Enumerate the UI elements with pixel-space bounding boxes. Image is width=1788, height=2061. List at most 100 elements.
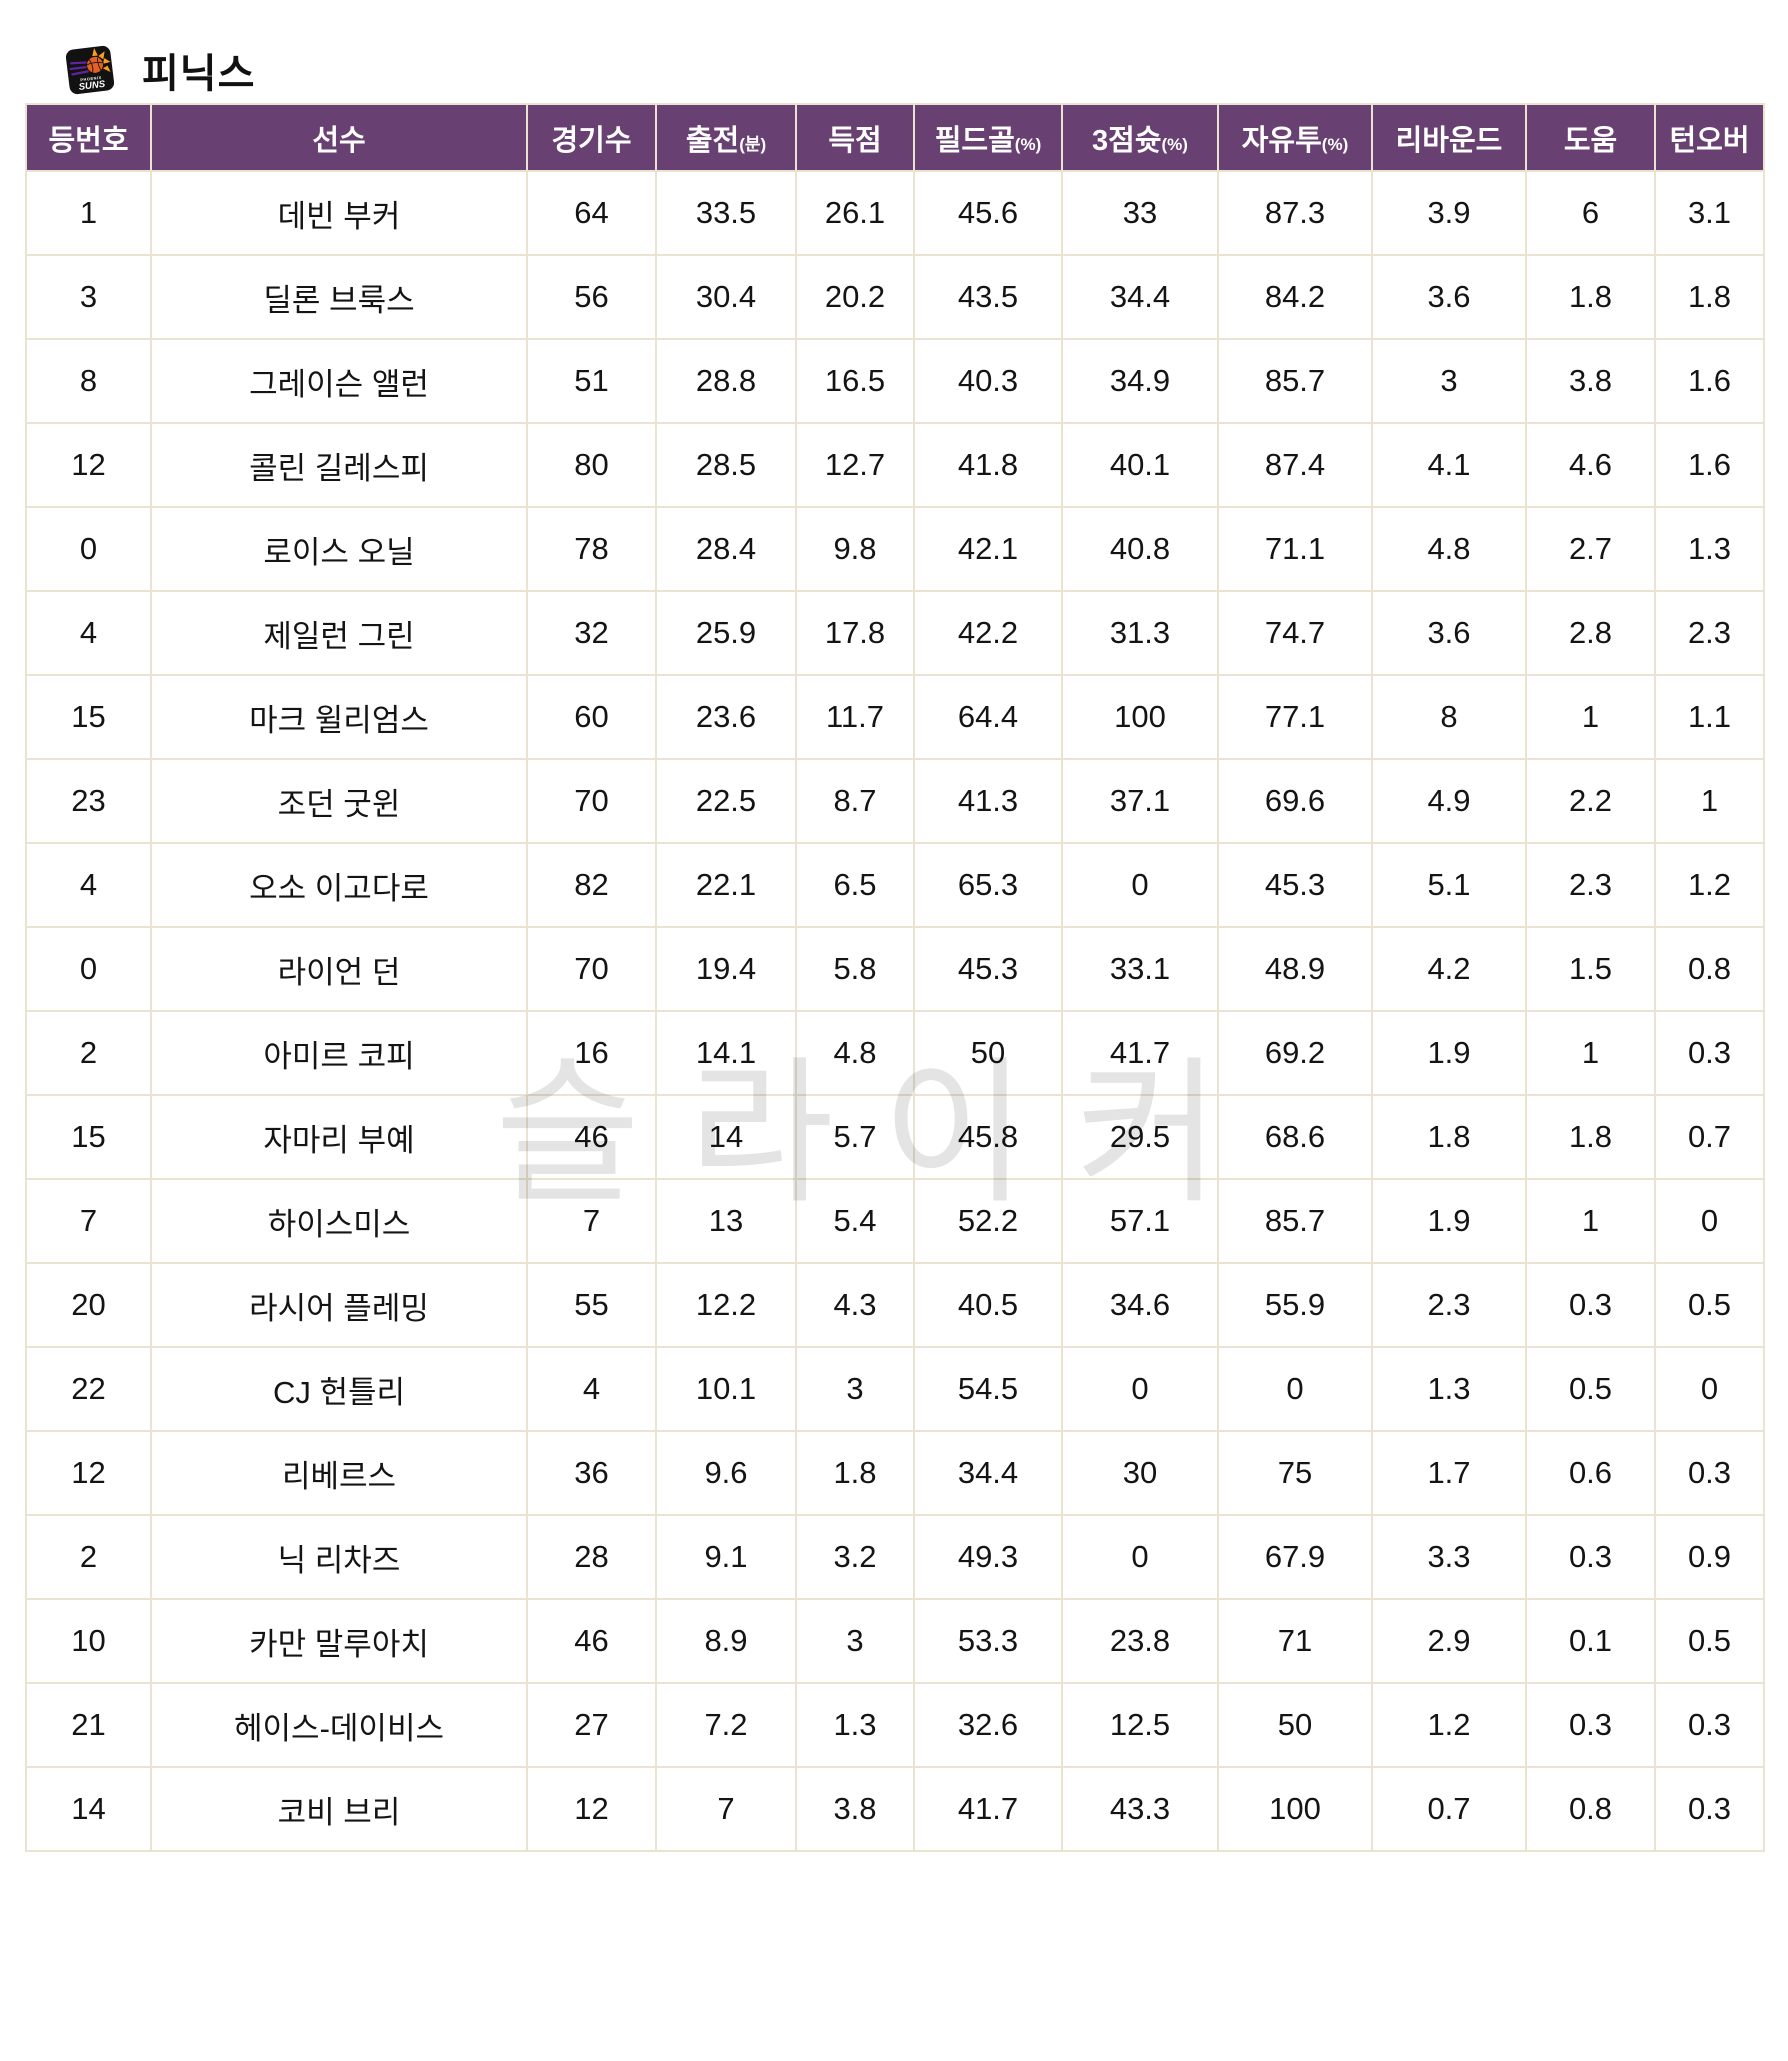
cell-minutes: 13 [655, 1178, 797, 1264]
cell-assists: 2.8 [1525, 590, 1656, 676]
cell-number: 20 [25, 1262, 152, 1348]
cell-points: 3.8 [795, 1766, 915, 1852]
cell-assists: 0.1 [1525, 1598, 1656, 1684]
table-row: 2 아미르 코피 16 14.1 4.8 50 41.7 69.2 1.9 1 0.3 [25, 1010, 1765, 1096]
cell-three: 34.9 [1061, 338, 1219, 424]
cell-minutes: 25.9 [655, 590, 797, 676]
cell-assists: 0.3 [1525, 1262, 1656, 1348]
team-header: PHOENIX SUNS 피닉스 [62, 40, 255, 100]
table-row: 22 CJ 헌틀리 4 10.1 3 54.5 0 0 1.3 0.5 0 [25, 1346, 1765, 1432]
cell-ft: 0 [1217, 1346, 1373, 1432]
column-header-label: 턴오버 [1669, 124, 1750, 157]
cell-player: 로이스 오닐 [150, 506, 528, 592]
cell-turnovers: 2.3 [1654, 590, 1765, 676]
cell-fg: 41.3 [913, 758, 1063, 844]
cell-rebounds: 1.9 [1371, 1178, 1527, 1264]
cell-player: CJ 헌틀리 [150, 1346, 528, 1432]
cell-fg: 41.8 [913, 422, 1063, 508]
cell-three: 31.3 [1061, 590, 1219, 676]
cell-number: 10 [25, 1598, 152, 1684]
cell-rebounds: 2.3 [1371, 1262, 1527, 1348]
cell-turnovers: 0.9 [1654, 1514, 1765, 1600]
cell-games: 55 [526, 1262, 657, 1348]
table-row: 10 카만 말루아치 46 8.9 3 53.3 23.8 71 2.9 0.1 0.5 [25, 1598, 1765, 1684]
column-header-number: 등번호 [25, 103, 152, 172]
cell-rebounds: 4.8 [1371, 506, 1527, 592]
cell-assists: 1.8 [1525, 1094, 1656, 1180]
cell-rebounds: 2.9 [1371, 1598, 1527, 1684]
cell-fg: 42.2 [913, 590, 1063, 676]
cell-player: 그레이슨 앨런 [150, 338, 528, 424]
column-header-minutes: 출전(분) [655, 103, 797, 172]
cell-three: 37.1 [1061, 758, 1219, 844]
cell-fg: 34.4 [913, 1430, 1063, 1516]
cell-games: 32 [526, 590, 657, 676]
cell-rebounds: 1.3 [1371, 1346, 1527, 1432]
table-row: 23 조던 굿윈 70 22.5 8.7 41.3 37.1 69.6 4.9 2.2 1 [25, 758, 1765, 844]
cell-ft: 85.7 [1217, 338, 1373, 424]
cell-points: 11.7 [795, 674, 915, 760]
cell-turnovers: 1.2 [1654, 842, 1765, 928]
cell-rebounds: 5.1 [1371, 842, 1527, 928]
cell-number: 4 [25, 590, 152, 676]
cell-minutes: 28.4 [655, 506, 797, 592]
cell-turnovers: 1.6 [1654, 422, 1765, 508]
table-row: 21 헤이스-데이비스 27 7.2 1.3 32.6 12.5 50 1.2 0.3 0.3 [25, 1682, 1765, 1768]
cell-fg: 64.4 [913, 674, 1063, 760]
cell-player: 조던 굿윈 [150, 758, 528, 844]
column-header-assists: 도움 [1525, 103, 1656, 172]
cell-three: 40.1 [1061, 422, 1219, 508]
cell-points: 3 [795, 1598, 915, 1684]
column-header-label: 리바운드 [1395, 124, 1503, 157]
cell-fg: 53.3 [913, 1598, 1063, 1684]
cell-number: 14 [25, 1766, 152, 1852]
cell-assists: 1.8 [1525, 254, 1656, 340]
cell-ft: 87.4 [1217, 422, 1373, 508]
cell-games: 78 [526, 506, 657, 592]
cell-points: 20.2 [795, 254, 915, 340]
table-row: 4 제일런 그린 32 25.9 17.8 42.2 31.3 74.7 3.6 2.8 2.3 [25, 590, 1765, 676]
cell-number: 12 [25, 1430, 152, 1516]
cell-number: 12 [25, 422, 152, 508]
table-head: 등번호 선수 경기수 출전(분) 득점 필드골(%) 3점슛(%) 자유투(%) 리바운드 도움 턴… [25, 103, 1765, 172]
cell-turnovers: 1 [1654, 758, 1765, 844]
cell-player: 제일런 그린 [150, 590, 528, 676]
cell-games: 70 [526, 758, 657, 844]
cell-player: 카만 말루아치 [150, 1598, 528, 1684]
cell-ft: 71.1 [1217, 506, 1373, 592]
table-row: 15 마크 윌리엄스 60 23.6 11.7 64.4 100 77.1 8 1 1.1 [25, 674, 1765, 760]
cell-minutes: 19.4 [655, 926, 797, 1012]
cell-three: 34.4 [1061, 254, 1219, 340]
cell-rebounds: 8 [1371, 674, 1527, 760]
cell-number: 8 [25, 338, 152, 424]
cell-rebounds: 1.2 [1371, 1682, 1527, 1768]
cell-fg: 40.3 [913, 338, 1063, 424]
cell-minutes: 28.5 [655, 422, 797, 508]
cell-fg: 45.6 [913, 170, 1063, 256]
cell-player: 자마리 부예 [150, 1094, 528, 1180]
table-row: 14 코비 브리 12 7 3.8 41.7 43.3 100 0.7 0.8 0.3 [25, 1766, 1765, 1852]
cell-number: 3 [25, 254, 152, 340]
cell-games: 4 [526, 1346, 657, 1432]
cell-number: 21 [25, 1682, 152, 1768]
cell-turnovers: 0.3 [1654, 1682, 1765, 1768]
cell-number: 0 [25, 926, 152, 1012]
cell-three: 43.3 [1061, 1766, 1219, 1852]
cell-three: 29.5 [1061, 1094, 1219, 1180]
cell-games: 46 [526, 1598, 657, 1684]
cell-turnovers: 0.5 [1654, 1598, 1765, 1684]
cell-player: 라시어 플레밍 [150, 1262, 528, 1348]
cell-player: 오소 이고다로 [150, 842, 528, 928]
table-row: 8 그레이슨 앨런 51 28.8 16.5 40.3 34.9 85.7 3 3.8 1.6 [25, 338, 1765, 424]
table-body: 1 데빈 부커 64 33.5 26.1 45.6 33 87.3 3.9 6 3.1 3 딜론 브룩스… [25, 170, 1765, 1852]
cell-points: 16.5 [795, 338, 915, 424]
player-stats-table: 등번호 선수 경기수 출전(분) 득점 필드골(%) 3점슛(%) 자유투(%) 리바운드 도움 턴… [25, 103, 1765, 1852]
cell-games: 16 [526, 1010, 657, 1096]
cell-minutes: 7 [655, 1766, 797, 1852]
cell-assists: 1.5 [1525, 926, 1656, 1012]
cell-turnovers: 3.1 [1654, 170, 1765, 256]
phoenix-suns-logo-icon: PHOENIX SUNS [62, 42, 118, 98]
cell-ft: 84.2 [1217, 254, 1373, 340]
table-row: 20 라시어 플레밍 55 12.2 4.3 40.5 34.6 55.9 2.3 0.3 0.5 [25, 1262, 1765, 1348]
